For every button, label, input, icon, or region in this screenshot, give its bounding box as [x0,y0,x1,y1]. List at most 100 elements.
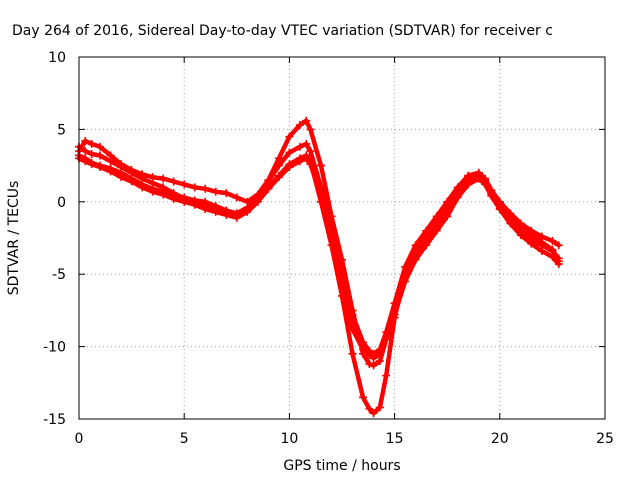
data-point [338,281,346,290]
data-point [359,345,368,354]
series-layer [75,116,563,418]
data-point [365,351,374,360]
data-point [516,219,525,228]
data-point [232,193,241,202]
data-point [348,325,357,334]
data-point [527,226,536,235]
data-point [180,180,189,189]
data-point [365,359,374,368]
data-point [96,163,105,172]
data-point [81,136,90,145]
data-point [190,200,199,209]
data-point [316,190,325,199]
x-tick-label: 25 [596,431,614,447]
y-axis-label: SDTVAR / TECUs [6,181,22,296]
y-tick-label: -15 [43,412,66,428]
x-tick-label: 0 [75,431,84,447]
data-point [516,226,525,235]
y-tick-label: 0 [57,195,66,211]
y-tick-label: -10 [43,340,66,356]
data-point [474,174,483,183]
data-point [487,192,496,201]
data-point [527,235,536,244]
data-point [190,183,199,192]
data-point [537,241,546,250]
plot-frame [78,56,606,420]
data-point [375,403,384,412]
data-point [495,205,504,214]
data-point [274,154,283,163]
data-point [327,234,336,242]
data-point [365,404,374,413]
data-point [401,277,410,286]
data-point [96,151,105,160]
data-point [382,371,391,380]
data-point [432,226,441,235]
x-tick-label: 5 [180,431,189,447]
data-point [422,241,431,250]
data-point [453,193,462,202]
data-point [138,183,147,192]
data-point [548,247,557,256]
data-point [443,212,452,221]
data-point [232,213,241,222]
data-point [375,357,384,366]
tick-label-layer: 0 5 10 15 20 25 -15 -10 -5 0 5 10 [43,50,614,447]
tick-layer [78,56,606,420]
y-tick-label: 5 [57,122,66,138]
data-point [117,163,126,172]
data-point [106,167,115,176]
data-point [87,160,96,169]
data-point [169,177,178,186]
x-tick-label: 10 [280,431,298,447]
data-point [302,139,311,148]
data-point [201,205,210,214]
grid-layer [79,57,605,419]
data-point [81,147,90,156]
data-point [464,180,473,189]
data-point [285,132,294,141]
series-line-4 [76,156,561,361]
data-point [222,210,231,219]
y-tick-label: 10 [48,50,66,66]
data-point [554,254,563,263]
data-point [243,207,252,216]
data-point [369,361,378,370]
data-point [222,189,231,198]
data-point [359,393,368,402]
data-point [201,184,210,193]
data-point [127,177,136,186]
data-point [302,154,311,163]
data-point [302,116,311,125]
data-point [253,197,262,206]
data-point [369,354,378,363]
data-point [382,335,391,344]
data-point [295,121,304,130]
data-point [127,168,136,177]
chart-title: Day 264 of 2016, Sidereal Day-to-day VTE… [12,23,553,39]
data-point [169,194,178,203]
data-point [264,184,273,193]
data-point [159,174,168,183]
data-point [548,236,557,245]
data-point [274,161,283,170]
data-point [411,255,420,264]
data-point [295,142,304,151]
data-point [306,125,315,134]
data-point [348,349,357,358]
data-point [295,157,304,166]
data-point [390,310,399,319]
data-point [506,209,515,218]
data-point [285,163,294,172]
data-point [87,139,96,148]
x-axis-label: GPS time / hours [283,458,400,474]
data-point [375,349,384,358]
y-tick-label: -5 [52,267,66,283]
data-point [148,178,157,187]
data-point [506,216,515,225]
data-point [96,142,105,151]
data-point [81,157,90,166]
series-line-1 [76,118,561,368]
data-point [306,147,315,156]
